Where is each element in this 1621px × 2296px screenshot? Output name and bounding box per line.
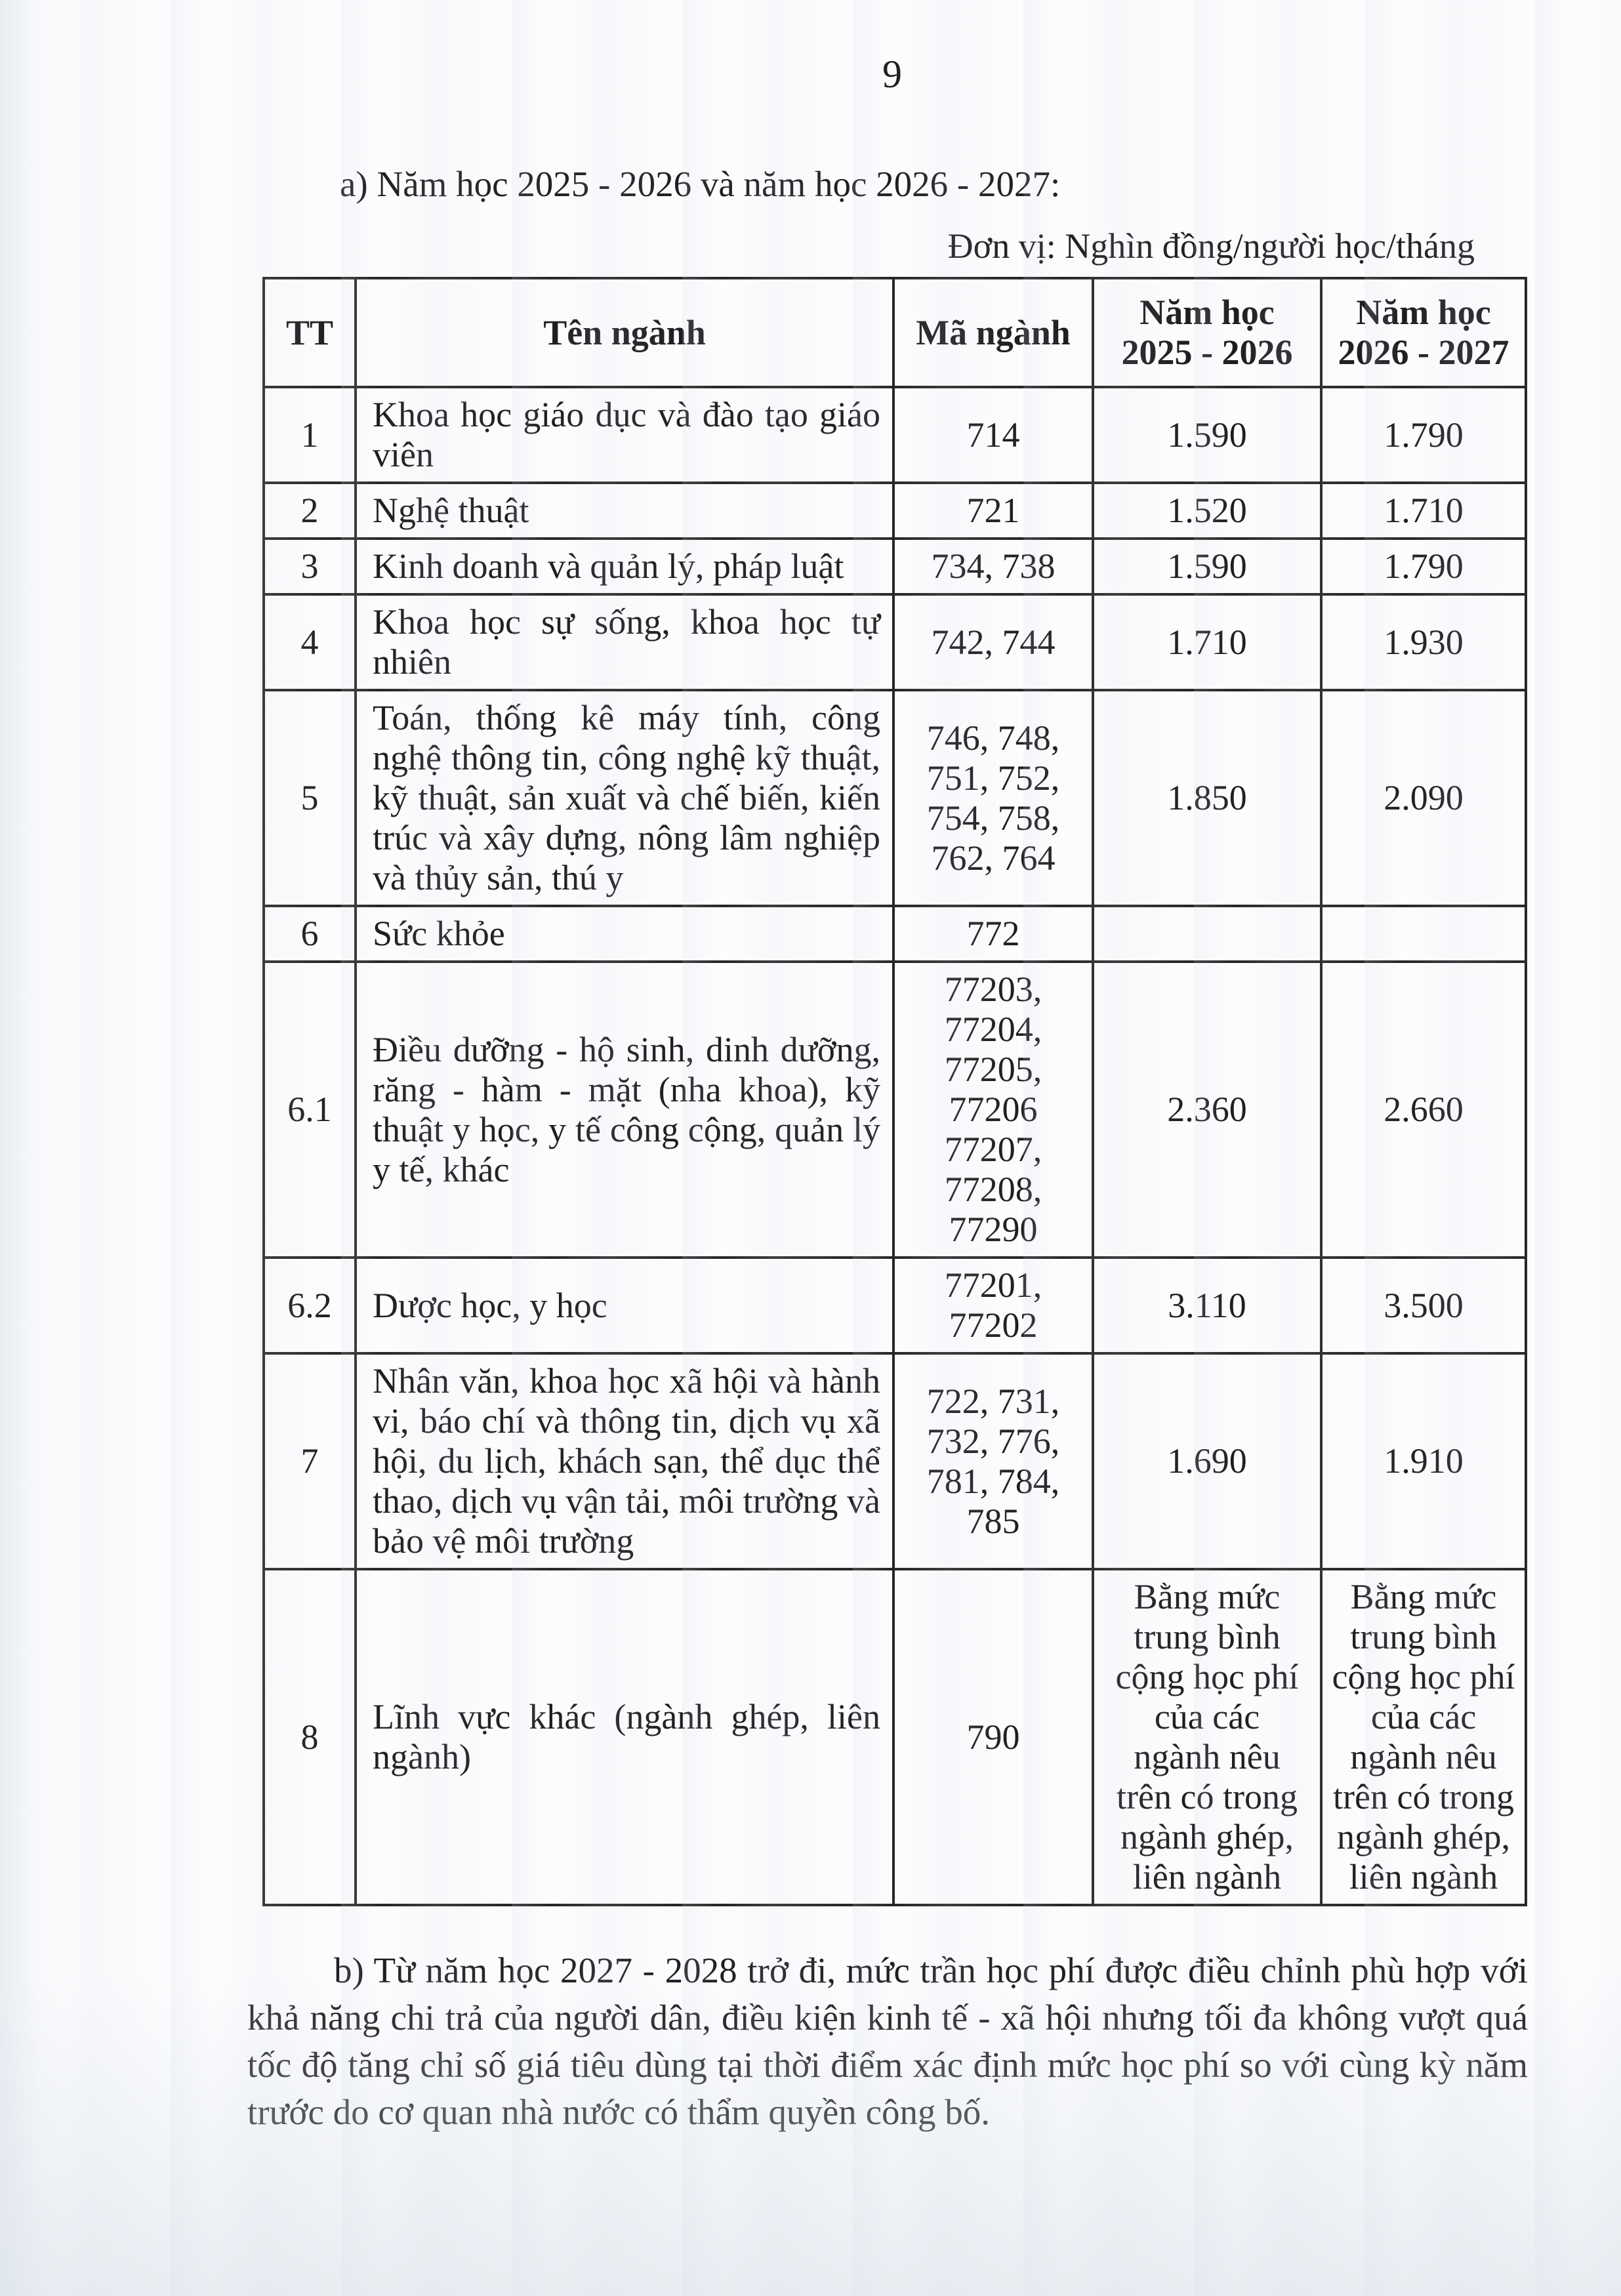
tt-cell: 6 [262, 905, 357, 963]
fee-2026-cell: 2.660 [1320, 960, 1527, 1259]
tuition-table: TT Tên ngành Mã ngành Năm học 2025 - 202… [262, 277, 1527, 1906]
column-header-nam-hoc-2026-2027: Năm học 2026 - 2027 [1320, 277, 1527, 388]
code-cell: 742, 744 [892, 593, 1094, 691]
table-row: 3 Kinh doanh và quản lý, pháp luật 734, … [262, 537, 1527, 596]
fee-2026-cell: 1.790 [1320, 386, 1527, 484]
fee-2026-cell: Bằng mức trung bình cộng học phí của các… [1320, 1568, 1527, 1906]
tt-cell: 2 [262, 482, 357, 540]
name-cell: Lĩnh vực khác (ngành ghép, liên ngành) [354, 1568, 895, 1906]
fee-2026-cell [1320, 905, 1527, 963]
column-header-ten-nganh: Tên ngành [354, 277, 895, 388]
code-cell: 722, 731, 732, 776, 781, 784, 785 [892, 1352, 1094, 1570]
name-cell: Sức khỏe [354, 905, 895, 963]
table-row: 1 Khoa học giáo dục và đào tạo giáo viên… [262, 386, 1527, 484]
fee-2025-cell: Bằng mức trung bình cộng học phí của các… [1092, 1568, 1323, 1906]
section-b-paragraph: b) Từ năm học 2027 - 2028 trở đi, mức tr… [247, 1950, 1528, 2132]
name-cell: Kinh doanh và quản lý, pháp luật [354, 537, 895, 596]
fee-2025-cell: 1.850 [1092, 689, 1323, 907]
fee-2025-cell: 1.590 [1092, 386, 1323, 484]
page-number: 9 [882, 52, 902, 96]
fee-2026-cell: 1.710 [1320, 482, 1527, 540]
table-row: 6.2 Dược học, y học 77201, 77202 3.110 3… [262, 1256, 1527, 1355]
tt-cell: 6.2 [262, 1256, 357, 1355]
name-cell: Nghệ thuật [354, 482, 895, 540]
fee-2025-cell [1092, 905, 1323, 963]
fee-2025-cell: 2.360 [1092, 960, 1323, 1259]
header-row: TT Tên ngành Mã ngành Năm học 2025 - 202… [262, 277, 1527, 388]
fee-2026-cell: 2.090 [1320, 689, 1527, 907]
code-cell: 734, 738 [892, 537, 1094, 596]
table-row: 8 Lĩnh vực khác (ngành ghép, liên ngành)… [262, 1568, 1527, 1906]
tt-cell: 1 [262, 386, 357, 484]
section-a-heading: a) Năm học 2025 - 2026 và năm học 2026 -… [340, 164, 1061, 204]
code-cell: 714 [892, 386, 1094, 484]
code-cell: 746, 748, 751, 752, 754, 758, 762, 764 [892, 689, 1094, 907]
column-header-tt: TT [262, 277, 357, 388]
table-row: 5 Toán, thống kê máy tính, công nghệ thô… [262, 689, 1527, 907]
code-cell: 77201, 77202 [892, 1256, 1094, 1355]
code-cell: 772 [892, 905, 1094, 963]
code-cell: 790 [892, 1568, 1094, 1906]
fee-2026-cell: 3.500 [1320, 1256, 1527, 1355]
table-row: 6.1 Điều dưỡng - hộ sinh, dinh dưỡng, ră… [262, 960, 1527, 1259]
fee-2025-cell: 1.710 [1092, 593, 1323, 691]
column-header-ma-nganh: Mã ngành [892, 277, 1094, 388]
table-row: 6 Sức khỏe 772 [262, 905, 1527, 963]
fee-2025-cell: 1.590 [1092, 537, 1323, 596]
table-row: 7 Nhân văn, khoa học xã hội và hành vi, … [262, 1352, 1527, 1570]
name-cell: Dược học, y học [354, 1256, 895, 1355]
tt-cell: 3 [262, 537, 357, 596]
tt-cell: 6.1 [262, 960, 357, 1259]
tt-cell: 5 [262, 689, 357, 907]
name-cell: Điều dưỡng - hộ sinh, dinh dưỡng, răng -… [354, 960, 895, 1259]
fee-2026-cell: 1.910 [1320, 1352, 1527, 1570]
fee-2025-cell: 1.690 [1092, 1352, 1323, 1570]
unit-note: Đơn vị: Nghìn đồng/người học/tháng [947, 226, 1475, 266]
tt-cell: 4 [262, 593, 357, 691]
fee-2025-cell: 1.520 [1092, 482, 1323, 540]
fee-2026-cell: 1.930 [1320, 593, 1527, 691]
name-cell: Nhân văn, khoa học xã hội và hành vi, bá… [354, 1352, 895, 1570]
table-row: 4 Khoa học sự sống, khoa học tự nhiên 74… [262, 593, 1527, 691]
name-cell: Toán, thống kê máy tính, công nghệ thông… [354, 689, 895, 907]
code-cell: 721 [892, 482, 1094, 540]
column-header-nam-hoc-2025-2026: Năm học 2025 - 2026 [1092, 277, 1323, 388]
name-cell: Khoa học sự sống, khoa học tự nhiên [354, 593, 895, 691]
fee-2025-cell: 3.110 [1092, 1256, 1323, 1355]
tt-cell: 8 [262, 1568, 357, 1906]
name-cell: Khoa học giáo dục và đào tạo giáo viên [354, 386, 895, 484]
tt-cell: 7 [262, 1352, 357, 1570]
fee-2026-cell: 1.790 [1320, 537, 1527, 596]
table-row: 2 Nghệ thuật 721 1.520 1.710 [262, 482, 1527, 540]
code-cell: 77203, 77204, 77205, 77206 77207, 77208,… [892, 960, 1094, 1259]
